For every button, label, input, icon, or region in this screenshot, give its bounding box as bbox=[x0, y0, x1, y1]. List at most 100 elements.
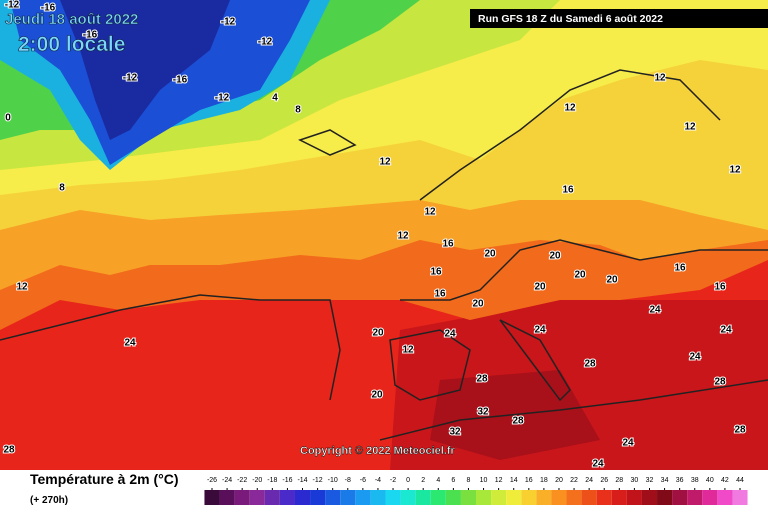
map-label: 28 bbox=[512, 416, 524, 427]
scale-tick-label: 28 bbox=[615, 477, 623, 484]
scale-swatch bbox=[249, 490, 265, 505]
map-label: 24 bbox=[720, 325, 732, 336]
scale-tick-label: 18 bbox=[540, 477, 548, 484]
map-label: 20 bbox=[549, 251, 561, 262]
scale-swatch bbox=[506, 490, 522, 505]
map-label: 20 bbox=[371, 390, 383, 401]
scale-swatch bbox=[687, 490, 703, 505]
coastline bbox=[419, 69, 721, 201]
coastline bbox=[499, 319, 571, 402]
scale-tick-label: -4 bbox=[375, 477, 381, 484]
legend: Température à 2m (°C) (+ 270h) -26 -24 -22… bbox=[30, 471, 748, 506]
scale-swatch bbox=[294, 490, 311, 505]
scale-swatch bbox=[355, 490, 371, 505]
map-label: 0 bbox=[5, 113, 11, 124]
scale-swatch bbox=[310, 490, 326, 505]
map-label: 20 bbox=[484, 249, 496, 260]
scale-tick-label: -26 bbox=[207, 477, 217, 484]
map-label: 16 bbox=[442, 239, 454, 250]
map-label: 24 bbox=[592, 459, 604, 470]
map-label: -12 bbox=[123, 73, 138, 84]
scale-swatch bbox=[641, 490, 658, 505]
map-label: 12 bbox=[397, 231, 409, 242]
scale-tick-label: 2 bbox=[421, 477, 425, 484]
scale-tick-label: 20 bbox=[555, 477, 563, 484]
scale-swatch bbox=[400, 490, 416, 505]
map-label: 16 bbox=[430, 267, 442, 278]
map-label: 28 bbox=[734, 425, 746, 436]
scale-swatch bbox=[234, 490, 250, 505]
scale-swatch bbox=[672, 490, 688, 505]
map-label: 32 bbox=[449, 427, 461, 438]
map-label: 16 bbox=[714, 282, 726, 293]
coastline bbox=[400, 239, 768, 301]
scale-tick-label: -14 bbox=[297, 477, 307, 484]
scale-swatch bbox=[279, 490, 295, 505]
map-label: 12 bbox=[379, 157, 391, 168]
coastline bbox=[0, 294, 341, 401]
scale-tick-label: 26 bbox=[600, 477, 608, 484]
scale-tick-label: -16 bbox=[282, 477, 292, 484]
map-label: 24 bbox=[689, 352, 701, 363]
scale-swatch bbox=[611, 490, 627, 505]
map-label: 16 bbox=[434, 289, 446, 300]
scale-tick-label: -24 bbox=[222, 477, 232, 484]
scale-tick-label: 6 bbox=[451, 477, 455, 484]
scale-tick-label: 40 bbox=[706, 477, 714, 484]
scale-tick-label: 14 bbox=[510, 477, 518, 484]
scale-swatch bbox=[596, 490, 612, 505]
map-label: 24 bbox=[444, 329, 456, 340]
legend-lead: (+ 270h) bbox=[30, 495, 68, 506]
scale-tick-label: 10 bbox=[480, 477, 488, 484]
map-label: 28 bbox=[584, 359, 596, 370]
map-label: 20 bbox=[534, 282, 546, 293]
map-label: -16 bbox=[83, 30, 98, 41]
map-label: -16 bbox=[41, 3, 56, 14]
time-title: 2:00 locale bbox=[18, 33, 125, 56]
map-label: -12 bbox=[215, 93, 230, 104]
map-label: 16 bbox=[562, 185, 574, 196]
map-label: 4 bbox=[272, 93, 278, 104]
map-label: 24 bbox=[124, 338, 136, 349]
scale-swatch bbox=[702, 490, 718, 505]
date-title: Jeudi 18 août 2022 bbox=[5, 11, 138, 28]
map-label: 12 bbox=[402, 345, 414, 356]
scale-tick-label: 16 bbox=[525, 477, 533, 484]
scale-tick-label: 38 bbox=[691, 477, 699, 484]
map-label: 24 bbox=[622, 438, 634, 449]
scale-swatch bbox=[551, 490, 567, 505]
scale-tick-label: -18 bbox=[267, 477, 277, 484]
scale-swatch bbox=[370, 490, 386, 505]
scale-swatch bbox=[566, 490, 582, 505]
scale-swatch bbox=[460, 490, 476, 505]
coastlines bbox=[0, 69, 768, 441]
scale-swatch bbox=[219, 490, 235, 505]
scale-tick-label: 30 bbox=[631, 477, 639, 484]
map-label: 20 bbox=[606, 275, 618, 286]
scale-tick-label: -8 bbox=[345, 477, 351, 484]
map-label: 16 bbox=[674, 263, 686, 274]
scale-swatch bbox=[536, 490, 552, 505]
scale-tick-label: 44 bbox=[736, 477, 744, 484]
scale-swatch bbox=[264, 490, 280, 505]
map-label: -16 bbox=[173, 75, 188, 86]
scale-swatch bbox=[521, 490, 537, 505]
scale-swatch bbox=[430, 490, 446, 505]
scale-tick-label: 36 bbox=[676, 477, 684, 484]
coastline bbox=[298, 129, 357, 156]
map-label: 12 bbox=[684, 122, 696, 133]
scale-swatch bbox=[717, 490, 733, 505]
scale-tick-label: 12 bbox=[495, 477, 503, 484]
map-label: 32 bbox=[477, 407, 489, 418]
scale-tick-label: -6 bbox=[360, 477, 366, 484]
map-label: 12 bbox=[729, 165, 741, 176]
scale-tick-label: 32 bbox=[646, 477, 654, 484]
scale-tick-label: 0 bbox=[406, 477, 410, 484]
run-info: Run GFS 18 Z du Samedi 6 août 2022 bbox=[478, 13, 663, 25]
scale-swatch bbox=[204, 490, 220, 505]
map-label: 28 bbox=[476, 374, 488, 385]
coastline bbox=[379, 379, 768, 441]
map-label: 28 bbox=[714, 377, 726, 388]
map-label: 20 bbox=[372, 328, 384, 339]
map-label: 8 bbox=[59, 183, 65, 194]
